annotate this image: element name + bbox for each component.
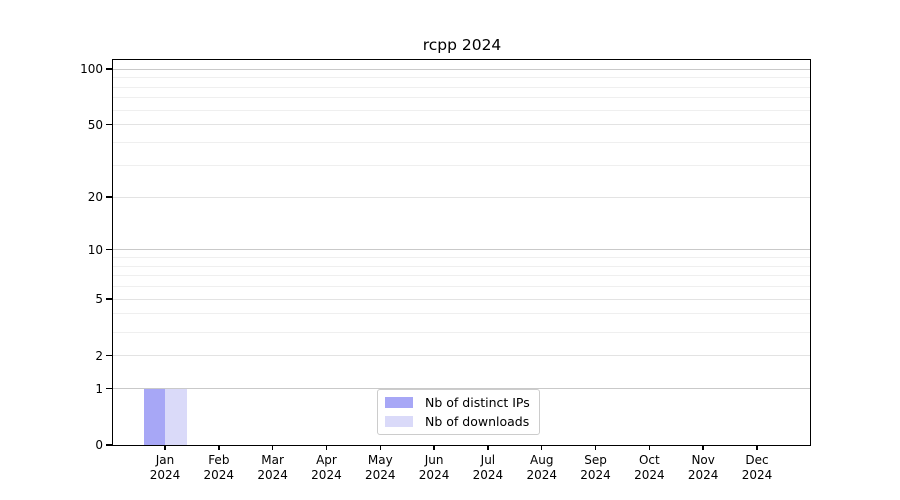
x-tick-label: Apr 2024 — [294, 453, 358, 483]
y-tick-label: 10 — [87, 242, 103, 257]
y-tick-label: 50 — [87, 117, 103, 132]
y-tick — [106, 124, 113, 126]
x-tick — [218, 445, 220, 450]
y-tick-label: 1 — [95, 381, 103, 396]
gridline-minor — [113, 77, 810, 79]
gridline-mid — [113, 196, 810, 198]
x-tick — [164, 445, 166, 450]
x-tick-label: Sep 2024 — [564, 453, 628, 483]
x-tick-year: 2024 — [687, 468, 719, 482]
gridline-minor — [113, 97, 810, 99]
x-tick — [487, 445, 489, 450]
gridline-mid — [113, 355, 810, 357]
x-tick — [379, 445, 381, 450]
y-tick — [106, 387, 113, 390]
gridline-minor — [113, 275, 810, 277]
x-tick-year: 2024 — [364, 468, 396, 482]
x-tick-year: 2024 — [257, 468, 288, 482]
x-tick-year: 2024 — [149, 468, 181, 482]
x-tick-label: Jan 2024 — [133, 453, 197, 483]
bar-layer — [113, 60, 810, 445]
legend-swatch — [385, 397, 413, 408]
x-tick-label: Nov 2024 — [671, 453, 735, 483]
y-tick-label: 0 — [95, 438, 103, 452]
gridline-minor — [113, 86, 810, 88]
x-tick-year: 2024 — [580, 468, 611, 482]
x-tick-label: Feb 2024 — [187, 453, 251, 483]
gridline-minor — [113, 331, 810, 333]
x-tick-month: Dec — [745, 453, 769, 467]
gridline-major — [113, 68, 810, 70]
x-tick-label: Aug 2024 — [510, 453, 574, 483]
x-tick-year: 2024 — [741, 468, 773, 482]
legend-label: Nb of downloads — [425, 414, 530, 429]
x-tick-year: 2024 — [311, 468, 342, 482]
gridline-minor — [113, 142, 810, 144]
gridline-minor — [113, 286, 810, 288]
x-tick-year: 2024 — [472, 468, 504, 482]
x-tick-month: Feb — [208, 453, 230, 467]
bar-downloads — [165, 388, 187, 445]
x-tick — [756, 445, 758, 450]
bar-distinct-ips — [143, 388, 165, 445]
legend-row: Nb of downloads — [385, 413, 530, 430]
legend-swatch — [385, 416, 413, 427]
y-tick-label: 5 — [95, 292, 103, 307]
plot-area: Nb of distinct IPs Nb of downloads 0 1 2 5 10… — [80, 59, 811, 482]
gridline-minor — [113, 313, 810, 315]
x-tick — [541, 445, 543, 450]
y-tick-label: 100 — [80, 62, 103, 77]
gridline-mid — [113, 298, 810, 300]
x-tick-label: Dec 2024 — [725, 453, 789, 483]
x-tick — [648, 445, 651, 450]
x-tick — [433, 445, 435, 450]
gridline-minor — [113, 256, 810, 258]
x-tick-label: Jul 2024 — [456, 453, 520, 483]
x-tick-label: Mar 2024 — [241, 453, 305, 483]
x-tick-year: 2024 — [418, 468, 450, 482]
x-tick-label: Jun 2024 — [402, 453, 466, 483]
y-tick — [106, 298, 113, 300]
x-tick-year: 2024 — [203, 468, 235, 482]
x-tick-year: 2024 — [526, 468, 557, 482]
x-tick-month: Nov — [691, 453, 715, 467]
gridline-major — [113, 388, 810, 390]
y-tick-label: 20 — [87, 190, 103, 205]
y-tick — [106, 444, 113, 446]
x-tick-month: Mar — [261, 453, 284, 467]
gridline-minor — [113, 164, 810, 166]
x-tick-month: Jul — [480, 453, 496, 467]
x-tick-month: Sep — [584, 453, 607, 467]
x-tick — [594, 445, 597, 450]
x-tick — [271, 445, 274, 450]
x-tick-month: Jan — [155, 453, 175, 467]
legend-row: Nb of distinct IPs — [385, 394, 530, 411]
gridline-minor — [113, 265, 810, 267]
chart-title: rcpp 2024 — [422, 36, 502, 54]
x-tick-month: Aug — [530, 453, 554, 467]
x-tick-month: Jun — [424, 453, 444, 467]
y-tick — [106, 354, 113, 357]
y-tick — [106, 196, 113, 198]
y-tick-label: 2 — [95, 348, 103, 363]
x-tick-month: Apr — [316, 453, 337, 467]
x-tick-label: May 2024 — [348, 453, 412, 483]
x-tick-month: Oct — [638, 453, 660, 467]
gridline-mid — [113, 124, 810, 126]
x-tick-year: 2024 — [634, 468, 665, 482]
grid-layer — [113, 60, 810, 445]
legend: Nb of distinct IPs Nb of downloads — [377, 389, 540, 435]
gridline-minor — [113, 109, 810, 111]
x-tick-month: May — [367, 453, 393, 467]
y-tick — [106, 249, 113, 251]
x-tick — [702, 445, 704, 450]
x-tick — [325, 445, 328, 450]
y-tick — [106, 68, 113, 70]
x-tick-label: Oct 2024 — [617, 453, 681, 483]
legend-label: Nb of distinct IPs — [425, 395, 530, 410]
gridline-major — [113, 249, 810, 251]
